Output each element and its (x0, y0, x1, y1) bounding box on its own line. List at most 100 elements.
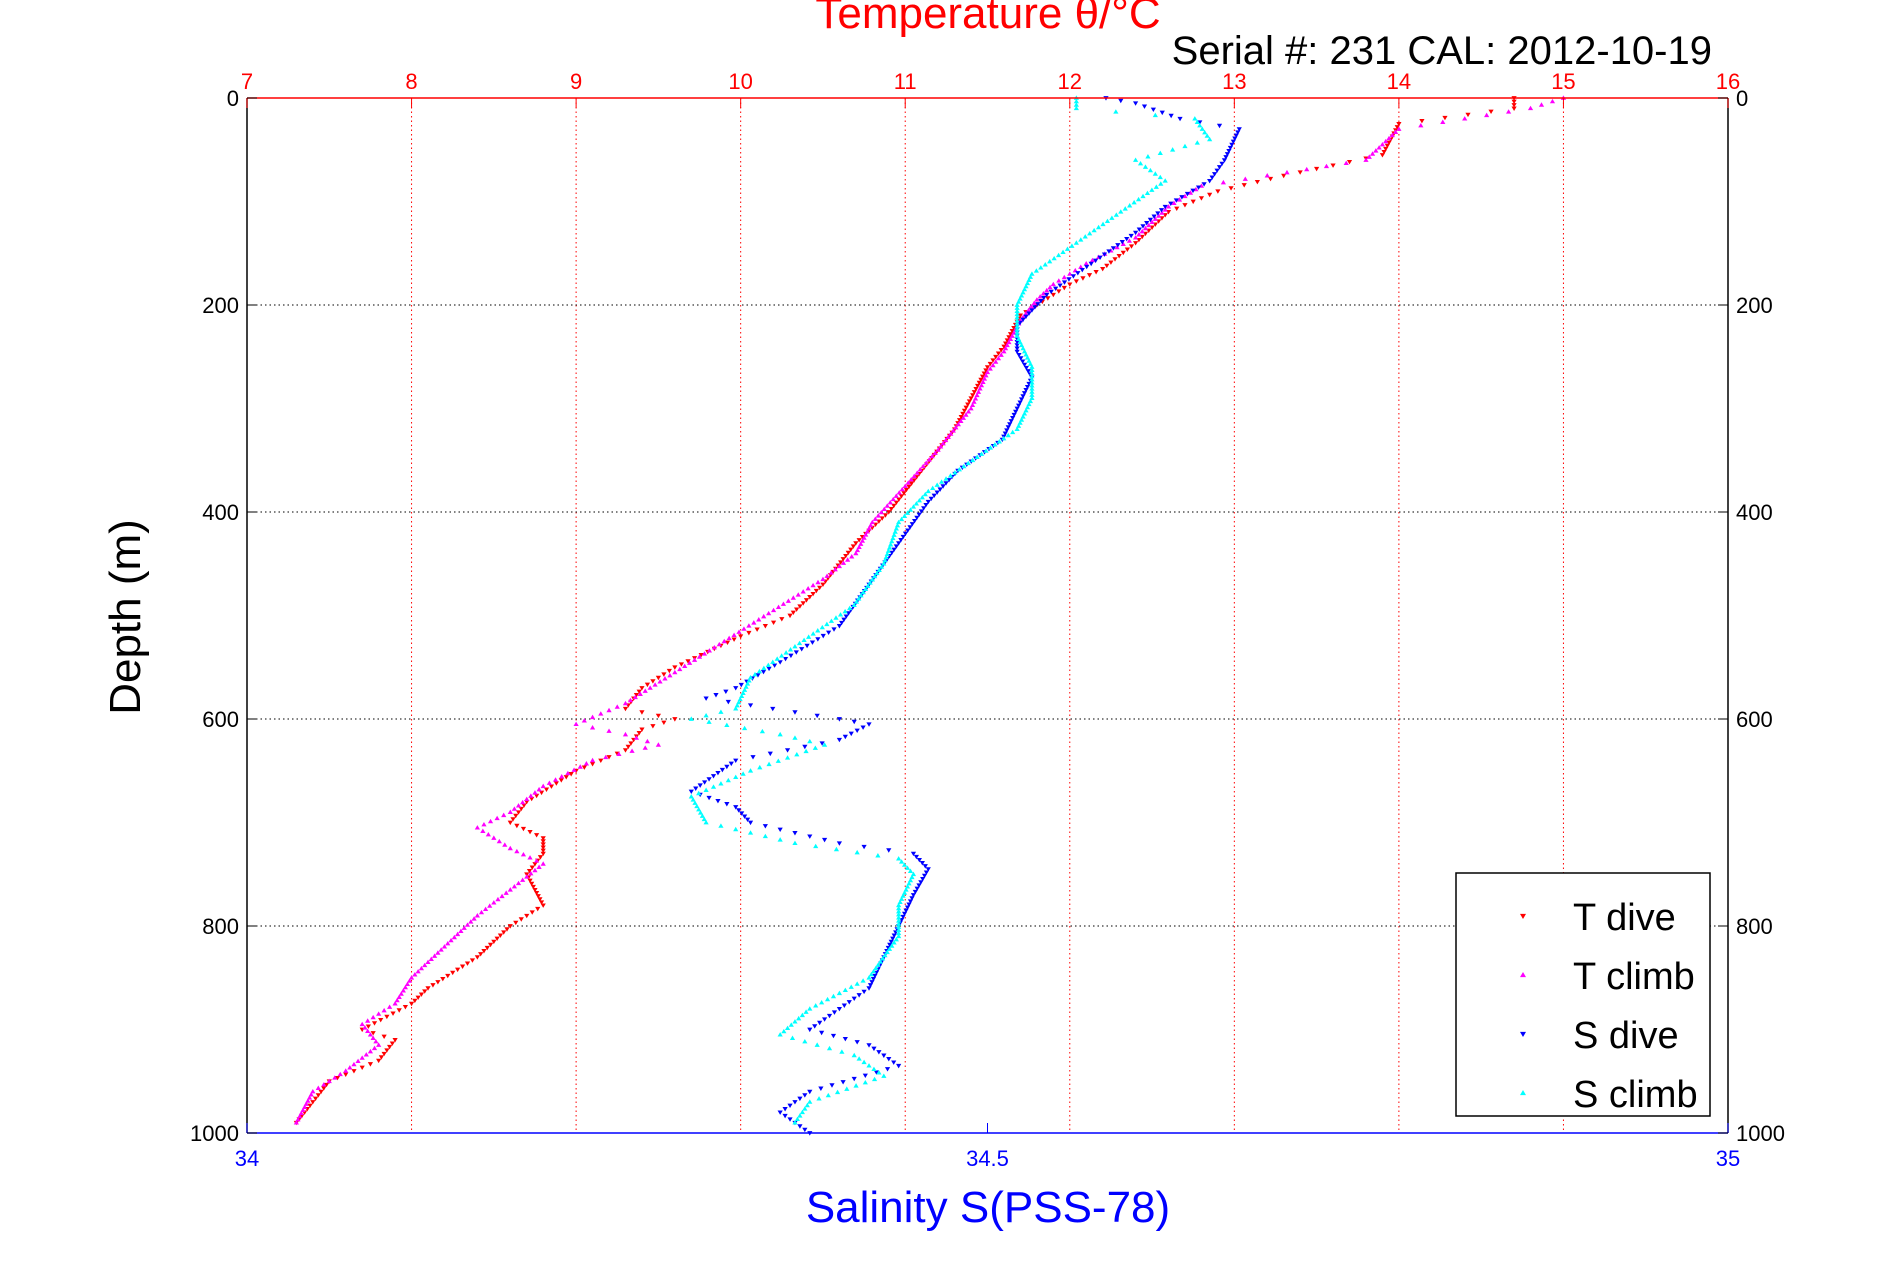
data-point (1031, 300, 1037, 306)
data-point (1369, 151, 1376, 156)
data-point (802, 1106, 808, 1111)
data-point (678, 662, 685, 667)
data-point (850, 544, 856, 549)
data-point (913, 854, 920, 860)
data-point (1114, 244, 1120, 250)
data-point (1016, 423, 1022, 428)
data-point (529, 865, 535, 870)
data-point (913, 501, 920, 506)
data-point (376, 1058, 382, 1064)
data-point (882, 952, 888, 958)
temperature-tick-label: 7 (241, 69, 253, 94)
data-point (1214, 168, 1220, 174)
data-point (642, 745, 648, 750)
data-point (903, 487, 910, 493)
data-point (937, 487, 943, 492)
data-point (862, 1073, 868, 1079)
data-point (1014, 343, 1020, 348)
data-point (1156, 213, 1162, 218)
data-point (448, 937, 454, 943)
data-point (1386, 135, 1392, 141)
data-point (783, 650, 789, 655)
data-point (802, 1093, 808, 1098)
data-point (971, 390, 977, 395)
data-point (1141, 104, 1148, 109)
data-point (820, 582, 826, 588)
data-point (1029, 395, 1035, 400)
data-point (889, 943, 895, 948)
data-point (540, 903, 546, 908)
data-point (422, 962, 428, 968)
data-point (537, 897, 543, 902)
data-point (757, 764, 763, 770)
data-point (1384, 143, 1390, 149)
data-point (807, 1089, 813, 1095)
data-point (1004, 428, 1010, 433)
data-point (853, 541, 859, 546)
data-point (1069, 243, 1075, 248)
data-point (435, 980, 441, 985)
data-point (916, 498, 922, 503)
data-point (829, 1083, 835, 1088)
data-point (351, 1069, 357, 1074)
data-point (984, 365, 991, 370)
data-point (731, 637, 737, 642)
data-point (1010, 415, 1016, 421)
data-point (840, 560, 847, 565)
data-point (540, 836, 546, 841)
chart-title: Temperature θ/°C (815, 0, 1160, 38)
data-point (402, 1005, 408, 1010)
data-point (848, 547, 854, 553)
data-point (866, 986, 872, 991)
data-point (1113, 212, 1119, 217)
data-point (1023, 365, 1029, 371)
data-point (1009, 329, 1015, 334)
data-point (893, 936, 899, 942)
data-point (1124, 236, 1130, 242)
data-point (866, 525, 872, 531)
data-point (848, 984, 854, 989)
data-point (870, 968, 877, 974)
legend-label: T dive (1573, 897, 1676, 939)
data-point (782, 1107, 788, 1112)
data-point (1440, 119, 1446, 124)
data-point (900, 534, 906, 540)
data-point (471, 916, 477, 921)
data-point (323, 1082, 330, 1088)
data-point (876, 567, 882, 572)
data-point (1093, 258, 1099, 264)
data-point (1194, 119, 1200, 124)
data-point (766, 610, 772, 616)
series-s-climb (688, 95, 1213, 1125)
data-point (814, 713, 820, 719)
data-point (831, 1010, 838, 1015)
data-point (784, 755, 791, 760)
data-point (1297, 170, 1303, 175)
data-point (485, 831, 491, 837)
data-point (839, 620, 845, 626)
data-point (1254, 180, 1260, 185)
data-point (787, 647, 794, 652)
data-point (777, 1110, 783, 1115)
data-point (650, 724, 656, 729)
data-point (742, 725, 748, 731)
data-point (1003, 341, 1009, 346)
data-point (875, 853, 881, 858)
data-point (1014, 321, 1020, 326)
data-point (1314, 166, 1320, 172)
data-point (1014, 406, 1020, 412)
data-point (1216, 123, 1223, 129)
data-point (910, 504, 917, 509)
data-point (672, 717, 678, 722)
data-point (1157, 174, 1163, 180)
data-point (633, 693, 640, 698)
data-point (801, 637, 807, 643)
data-point (422, 989, 428, 994)
data-point (1136, 232, 1142, 237)
data-point (1104, 218, 1111, 223)
data-point (834, 1089, 841, 1095)
data-point (1389, 132, 1395, 138)
serial-annotation: Serial #: 231 CAL: 2012-10-19 (1172, 29, 1712, 73)
data-point (996, 439, 1002, 444)
